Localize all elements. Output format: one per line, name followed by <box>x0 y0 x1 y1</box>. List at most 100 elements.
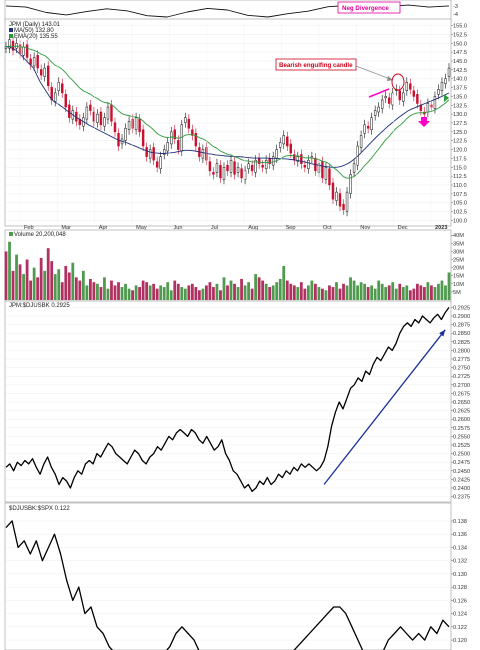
volume-bar <box>173 280 177 300</box>
ratio-polyline <box>5 307 450 493</box>
ratio-tick-label: 0.2425 <box>453 477 470 483</box>
volume-bar <box>25 259 29 300</box>
volume-bar <box>430 285 433 300</box>
price-tick-label: 120.0 <box>453 148 467 154</box>
ratio-tick-label: 0.2375 <box>453 495 470 501</box>
candle-body <box>282 135 285 145</box>
candle-body <box>215 163 219 173</box>
top-indicator-panel: -3 -4 Neg Divergence <box>4 0 458 21</box>
volume-bar <box>18 264 22 300</box>
ratio-tick-label: 0.2900 <box>453 314 470 320</box>
candle-body <box>180 124 184 152</box>
volume-bar <box>229 280 233 300</box>
candle-body <box>229 159 233 173</box>
candle-body <box>321 161 324 179</box>
price-tick-label: 115.0 <box>453 165 467 171</box>
candle-body <box>11 40 15 51</box>
candle-body <box>240 168 243 179</box>
candle-body <box>335 191 338 201</box>
price-tick-label: 112.5 <box>453 174 467 180</box>
ema20-polyline <box>5 45 450 179</box>
price-x-tick-label: Apr <box>99 225 108 231</box>
candle-body <box>170 131 173 145</box>
volume-bar <box>377 280 381 300</box>
volume-bar <box>50 261 54 300</box>
candle-body <box>342 203 345 211</box>
volume-bar <box>233 283 236 300</box>
candle-body <box>405 81 409 92</box>
candle-body <box>430 104 433 108</box>
candle-body <box>279 142 282 148</box>
volume-bar <box>247 282 250 300</box>
candle-body <box>447 67 451 77</box>
candle-body <box>373 110 377 116</box>
volume-bar <box>78 280 82 300</box>
candle-body <box>39 69 43 76</box>
candle-body <box>345 191 349 212</box>
volume-bar <box>303 288 307 300</box>
candle-body <box>300 154 303 165</box>
volume-bar <box>197 290 201 300</box>
volume-bar <box>285 280 289 300</box>
volume-bar <box>278 278 282 300</box>
candle-body <box>303 164 307 168</box>
volume-bar <box>324 290 328 300</box>
volume-bar <box>113 285 117 300</box>
volume-bar <box>36 277 40 300</box>
ma50-polyline <box>6 46 450 168</box>
price-x-tick-label: Jul <box>211 225 218 231</box>
volume-bar <box>412 288 416 300</box>
candle-body <box>307 159 310 169</box>
volume-bar <box>356 285 359 300</box>
volume-bar <box>415 283 419 300</box>
bearish-label-box <box>275 58 357 71</box>
volume-bar <box>405 285 409 300</box>
volume-bar <box>433 287 437 300</box>
candle-body <box>257 157 261 165</box>
volume-bar <box>268 287 272 300</box>
volume-bar <box>444 285 447 300</box>
candle-body <box>338 193 342 207</box>
volume-bar <box>145 282 149 300</box>
price-x-tick-label: Dec <box>398 225 408 231</box>
candle-body <box>409 83 412 90</box>
volume-bar <box>426 282 430 300</box>
volume-bar <box>384 287 388 300</box>
price-x-tick-label: Feb <box>24 225 34 231</box>
volume-bar <box>380 283 384 300</box>
bearish-label: Bearish engulfing candle <box>279 62 353 69</box>
candle-body <box>377 106 380 113</box>
volume-bar <box>328 285 331 300</box>
trend-arrow-line <box>323 329 446 485</box>
volume-bar <box>92 282 96 300</box>
candle-body <box>236 167 240 173</box>
volume-bar <box>64 266 68 300</box>
volume-bar <box>317 287 321 300</box>
candle-body <box>113 122 117 133</box>
volume-bar <box>81 270 85 300</box>
volume-bar <box>155 288 159 300</box>
divergence-line <box>368 88 390 98</box>
ratio-tick-label: 0.2625 <box>453 409 470 415</box>
price-x-tick-label: Jun <box>173 225 182 231</box>
volume-bar <box>159 285 163 300</box>
candle-body <box>159 156 162 169</box>
sector-tick-label: 0.138 <box>453 519 467 525</box>
volume-bar <box>166 282 170 300</box>
candle-body <box>402 92 405 102</box>
volume-bar <box>71 262 75 300</box>
volume-bar <box>110 280 113 300</box>
volume-bar <box>335 282 338 300</box>
top-tick-label: -4 <box>453 12 458 18</box>
volume-bar <box>212 287 215 300</box>
volume-bar <box>88 278 92 300</box>
volume-tick-label: 15M <box>453 274 464 280</box>
sector-y-axis: 0.138 0.136 0.134 0.132 0.130 0.128 0.126 0.124… <box>451 519 467 644</box>
volume-bar <box>359 282 363 300</box>
candle-body <box>433 96 437 109</box>
candle-body <box>426 103 430 113</box>
volume-bar <box>447 272 451 300</box>
ma50-legend: MA(50) 132.80 <box>14 28 54 34</box>
volume-bar <box>205 285 208 300</box>
volume-bar <box>8 241 11 300</box>
